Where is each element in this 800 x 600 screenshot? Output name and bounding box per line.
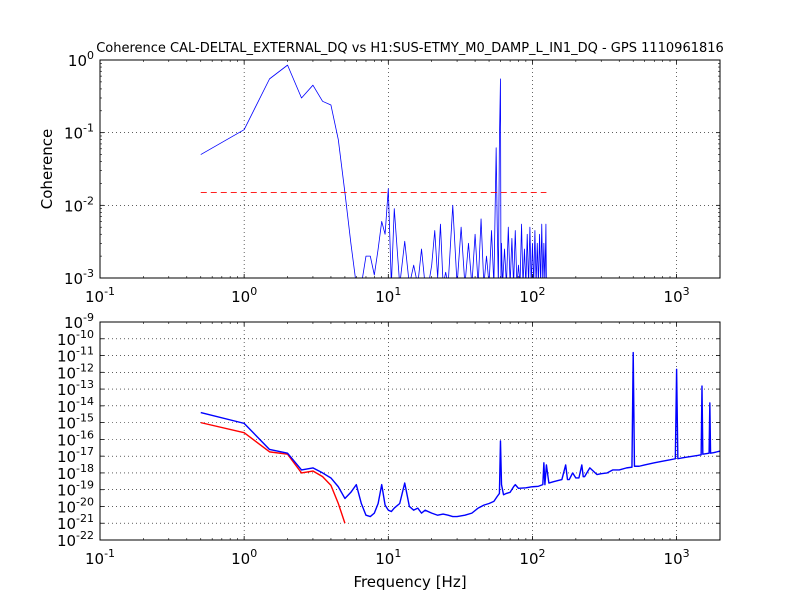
y-axis-label: Coherence	[38, 129, 56, 209]
y-tick-label-base: 10	[57, 415, 76, 433]
x-tick-label-base: 10	[664, 288, 683, 306]
x-tick-label-base: 10	[375, 288, 394, 306]
y-tick-label-exponent: 0	[87, 49, 94, 62]
y-tick-label-base: 10	[57, 465, 76, 483]
y-tick-label-base: 10	[57, 482, 76, 500]
y-tick-label: 10-22	[57, 529, 94, 550]
y-tick-label: 10-20	[57, 495, 94, 516]
y-tick-label-exponent: -22	[76, 529, 94, 542]
y-tick-label-exponent: -3	[83, 267, 94, 280]
y-tick-label-exponent: -18	[76, 462, 94, 475]
y-tick-label-base: 10	[57, 532, 76, 550]
x-tick-label-base: 10	[519, 288, 538, 306]
x-axis-label: Frequency [Hz]	[353, 573, 466, 591]
y-tick-label: 10-1	[64, 122, 94, 143]
x-tick-label-base: 10	[85, 288, 104, 306]
y-tick-label: 10-9	[64, 311, 94, 332]
y-tick-label-exponent: -19	[76, 479, 94, 492]
y-tick-label: 10-13	[57, 378, 94, 399]
series-line-0	[200, 64, 547, 278]
plot-frame	[99, 321, 721, 541]
y-tick-label-base: 10	[57, 498, 76, 516]
x-tick-label-base: 10	[519, 550, 538, 568]
y-tick-label: 10-14	[57, 395, 94, 416]
plot-frame	[99, 59, 721, 279]
y-tick-label: 10-15	[57, 412, 94, 433]
x-tick-label-exponent: 1	[394, 285, 401, 298]
y-tick-label-base: 10	[57, 431, 76, 449]
y-tick-label: 10-16	[57, 428, 94, 449]
y-tick-label-exponent: -9	[83, 311, 94, 324]
y-tick-label-exponent: -20	[76, 495, 94, 508]
y-tick-label-base: 10	[68, 52, 87, 70]
x-tick-label-exponent: 2	[539, 285, 546, 298]
y-tick-label-base: 10	[57, 515, 76, 533]
y-tick-label-exponent: -12	[76, 361, 94, 374]
series-line-1	[200, 351, 720, 518]
y-tick-label-base: 10	[57, 448, 76, 466]
y-tick-label-exponent: -14	[76, 395, 94, 408]
y-tick-label-base: 10	[64, 197, 83, 215]
y-tick-label: 10-2	[64, 194, 94, 215]
x-tick-label: 102	[519, 547, 545, 568]
y-tick-label-exponent: -10	[76, 328, 94, 341]
y-tick-label-base: 10	[64, 125, 83, 143]
x-tick-label: 103	[664, 547, 690, 568]
x-tick-label: 101	[375, 285, 401, 306]
y-tick-label: 10-10	[57, 328, 94, 349]
x-tick-label-exponent: 1	[394, 547, 401, 560]
y-tick-label-base: 10	[57, 381, 76, 399]
y-tick-label-exponent: -16	[76, 428, 94, 441]
y-tick-label-exponent: -15	[76, 412, 94, 425]
x-tick-label-exponent: -1	[104, 285, 115, 298]
y-tick-label: 10-11	[57, 345, 94, 366]
x-tick-label-exponent: 0	[250, 547, 257, 560]
y-tick-label-exponent: -2	[83, 194, 94, 207]
spectrum-panel: 10-1 100 101 102 10310-910-1010-1110-1210-13…	[57, 311, 721, 591]
y-tick-label-exponent: -13	[76, 378, 94, 391]
x-tick-label-base: 10	[664, 550, 683, 568]
x-tick-label: 100	[231, 547, 257, 568]
x-tick-label: 100	[231, 285, 257, 306]
x-tick-label-exponent: 3	[683, 285, 690, 298]
series-group	[200, 64, 547, 278]
y-tick-label-base: 10	[57, 364, 76, 382]
x-tick-label-base: 10	[85, 550, 104, 568]
x-tick-label-exponent: 0	[250, 285, 257, 298]
x-tick-label: 103	[664, 285, 690, 306]
x-tick-label: 101	[375, 547, 401, 568]
x-tick-label-base: 10	[231, 288, 250, 306]
y-tick-label-base: 10	[57, 398, 76, 416]
y-tick-label: 10-21	[57, 512, 94, 533]
x-tick-label: 10-1	[85, 547, 115, 568]
y-tick-label-base: 10	[64, 314, 83, 332]
y-tick-label: 10-3	[64, 267, 94, 288]
y-tick-label-exponent: -1	[83, 122, 94, 135]
x-tick-label: 10-1	[85, 285, 115, 306]
y-tick-label: 10-17	[57, 445, 94, 466]
y-tick-label-exponent: -21	[76, 512, 94, 525]
y-tick-label-exponent: -17	[76, 445, 94, 458]
x-tick-label-base: 10	[231, 550, 250, 568]
y-tick-label-base: 10	[57, 348, 76, 366]
figure-title: Coherence CAL-DELTAL_EXTERNAL_DQ vs H1:S…	[96, 41, 724, 56]
series-group	[200, 351, 720, 524]
x-tick-label-exponent: 2	[539, 547, 546, 560]
y-tick-label-base: 10	[64, 270, 83, 288]
y-tick-label-base: 10	[57, 331, 76, 349]
x-tick-label: 102	[519, 285, 545, 306]
y-tick-label: 10-18	[57, 462, 94, 483]
x-tick-label-base: 10	[375, 550, 394, 568]
y-tick-label: 100	[68, 49, 94, 70]
x-tick-label-exponent: -1	[104, 547, 115, 560]
series-line-0	[200, 421, 346, 524]
x-tick-label-exponent: 3	[683, 547, 690, 560]
y-tick-label: 10-12	[57, 361, 94, 382]
y-tick-label: 10-19	[57, 479, 94, 500]
y-tick-label-exponent: -11	[76, 345, 94, 358]
